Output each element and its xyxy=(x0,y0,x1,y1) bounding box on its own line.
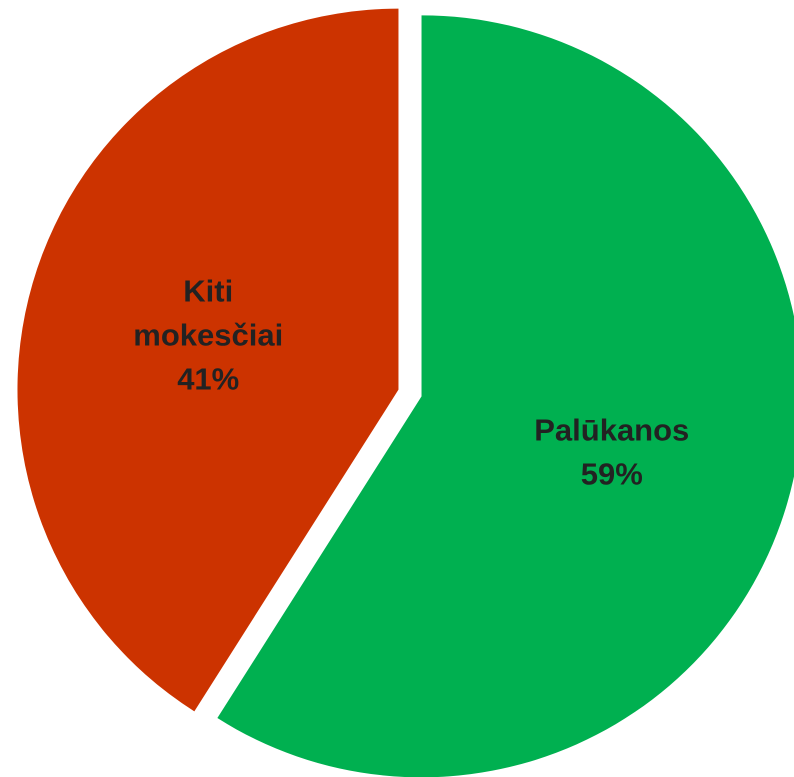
data-label-kiti-mokesciai: Kiti mokesčiai 41% xyxy=(133,273,283,396)
category-label: mokesčiai xyxy=(133,317,283,352)
pie-slice-kiti-mokesciai xyxy=(17,8,399,712)
data-label-palukanos: Palūkanos 59% xyxy=(534,413,689,492)
category-label: Kiti xyxy=(183,273,233,308)
category-label: Palūkanos xyxy=(534,413,689,448)
value-label: 41% xyxy=(177,361,239,396)
value-label: 59% xyxy=(581,457,643,492)
pie-slice-palukanos xyxy=(217,15,794,777)
